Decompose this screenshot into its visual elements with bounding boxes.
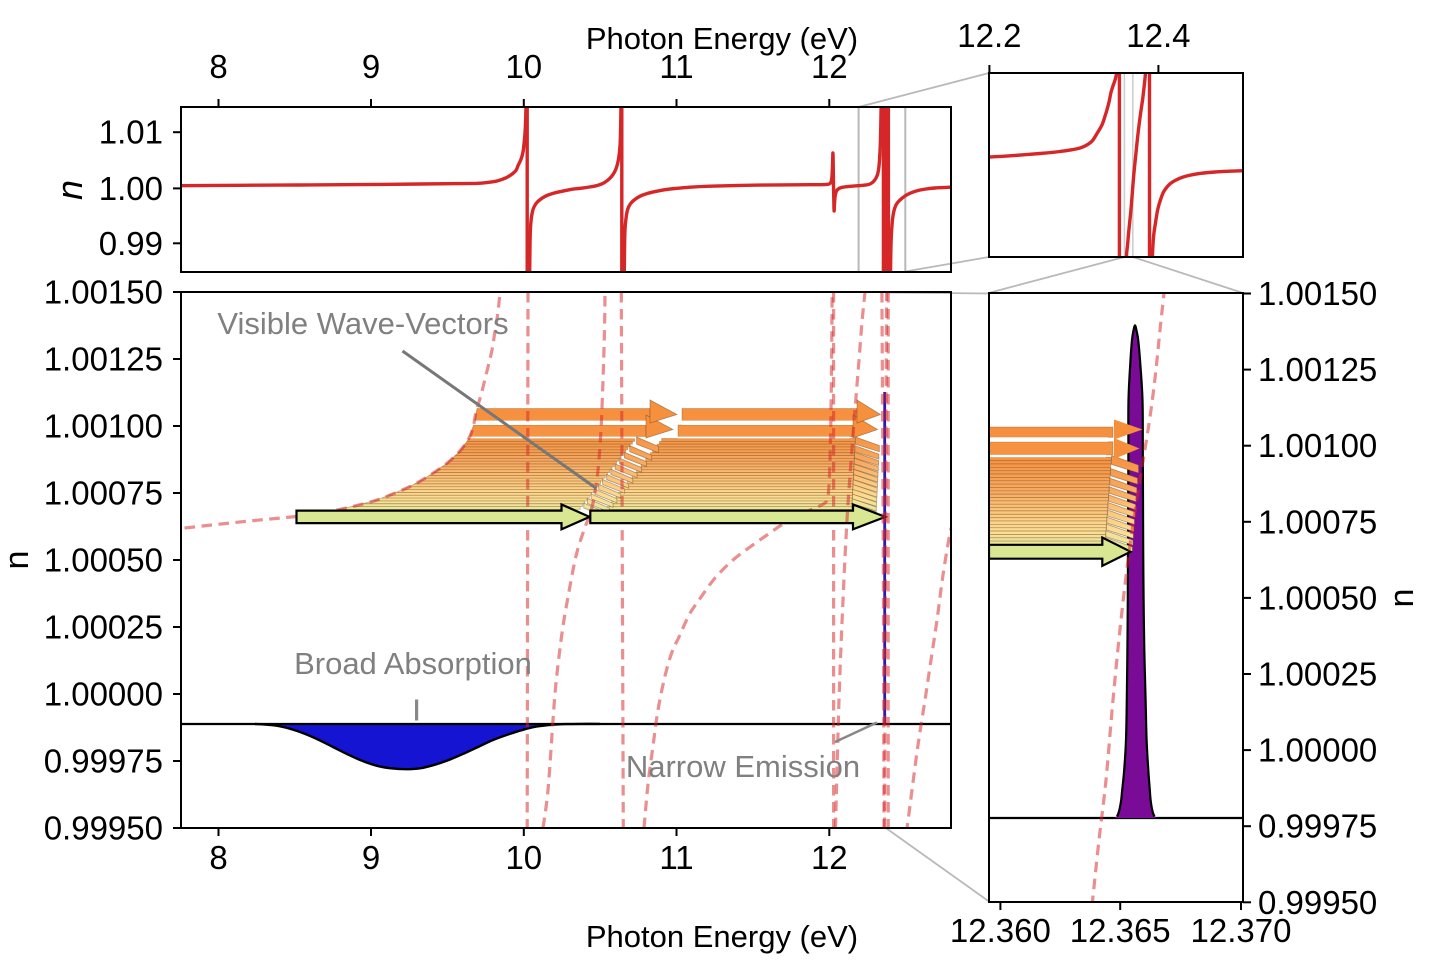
svg-text:Visible Wave-Vectors: Visible Wave-Vectors (217, 306, 508, 341)
svg-text:9: 9 (362, 48, 380, 85)
svg-text:12.365: 12.365 (1070, 912, 1171, 949)
svg-text:0.99975: 0.99975 (1258, 808, 1377, 845)
svg-text:11: 11 (659, 48, 693, 85)
svg-text:1.00100: 1.00100 (1258, 427, 1377, 464)
svg-text:1.00150: 1.00150 (44, 274, 163, 311)
svg-text:Photon Energy (eV): Photon Energy (eV) (586, 919, 858, 954)
svg-text:n: n (1383, 589, 1421, 608)
svg-text:12: 12 (811, 839, 848, 876)
svg-text:0.99: 0.99 (99, 225, 163, 262)
svg-text:1.01: 1.01 (99, 114, 163, 151)
svg-text:Broad Absorption: Broad Absorption (294, 646, 532, 681)
svg-text:0.99975: 0.99975 (44, 743, 163, 780)
svg-text:1.00050: 1.00050 (44, 542, 163, 579)
svg-text:0.99950: 0.99950 (44, 810, 163, 847)
svg-text:1.00050: 1.00050 (1258, 579, 1377, 616)
svg-text:1.00: 1.00 (99, 170, 163, 207)
svg-text:1.00025: 1.00025 (1258, 656, 1377, 693)
svg-text:12.360: 12.360 (950, 912, 1051, 949)
svg-text:1.00000: 1.00000 (44, 676, 163, 713)
svg-text:8: 8 (209, 839, 227, 876)
svg-text:1.00125: 1.00125 (1258, 351, 1377, 388)
svg-text:n: n (49, 180, 90, 200)
svg-text:1.00000: 1.00000 (1258, 732, 1377, 769)
svg-text:1.00100: 1.00100 (44, 408, 163, 445)
svg-text:10: 10 (505, 48, 542, 85)
svg-text:Narrow Emission: Narrow Emission (626, 749, 860, 784)
svg-text:12.4: 12.4 (1126, 17, 1190, 54)
svg-text:1.00125: 1.00125 (44, 341, 163, 378)
svg-text:12.370: 12.370 (1191, 912, 1292, 949)
svg-text:9: 9 (362, 839, 380, 876)
svg-text:12: 12 (811, 48, 848, 85)
svg-text:Photon Energy (eV): Photon Energy (eV) (586, 21, 858, 56)
svg-text:1.00025: 1.00025 (44, 609, 163, 646)
svg-text:1.00075: 1.00075 (44, 475, 163, 512)
svg-text:12.2: 12.2 (957, 17, 1021, 54)
svg-text:1.00150: 1.00150 (1258, 275, 1377, 312)
svg-text:1.00075: 1.00075 (1258, 503, 1377, 540)
svg-text:n: n (0, 551, 36, 570)
svg-text:0.99950: 0.99950 (1258, 884, 1377, 921)
svg-text:8: 8 (209, 48, 227, 85)
svg-text:10: 10 (505, 839, 542, 876)
svg-text:11: 11 (659, 839, 693, 876)
